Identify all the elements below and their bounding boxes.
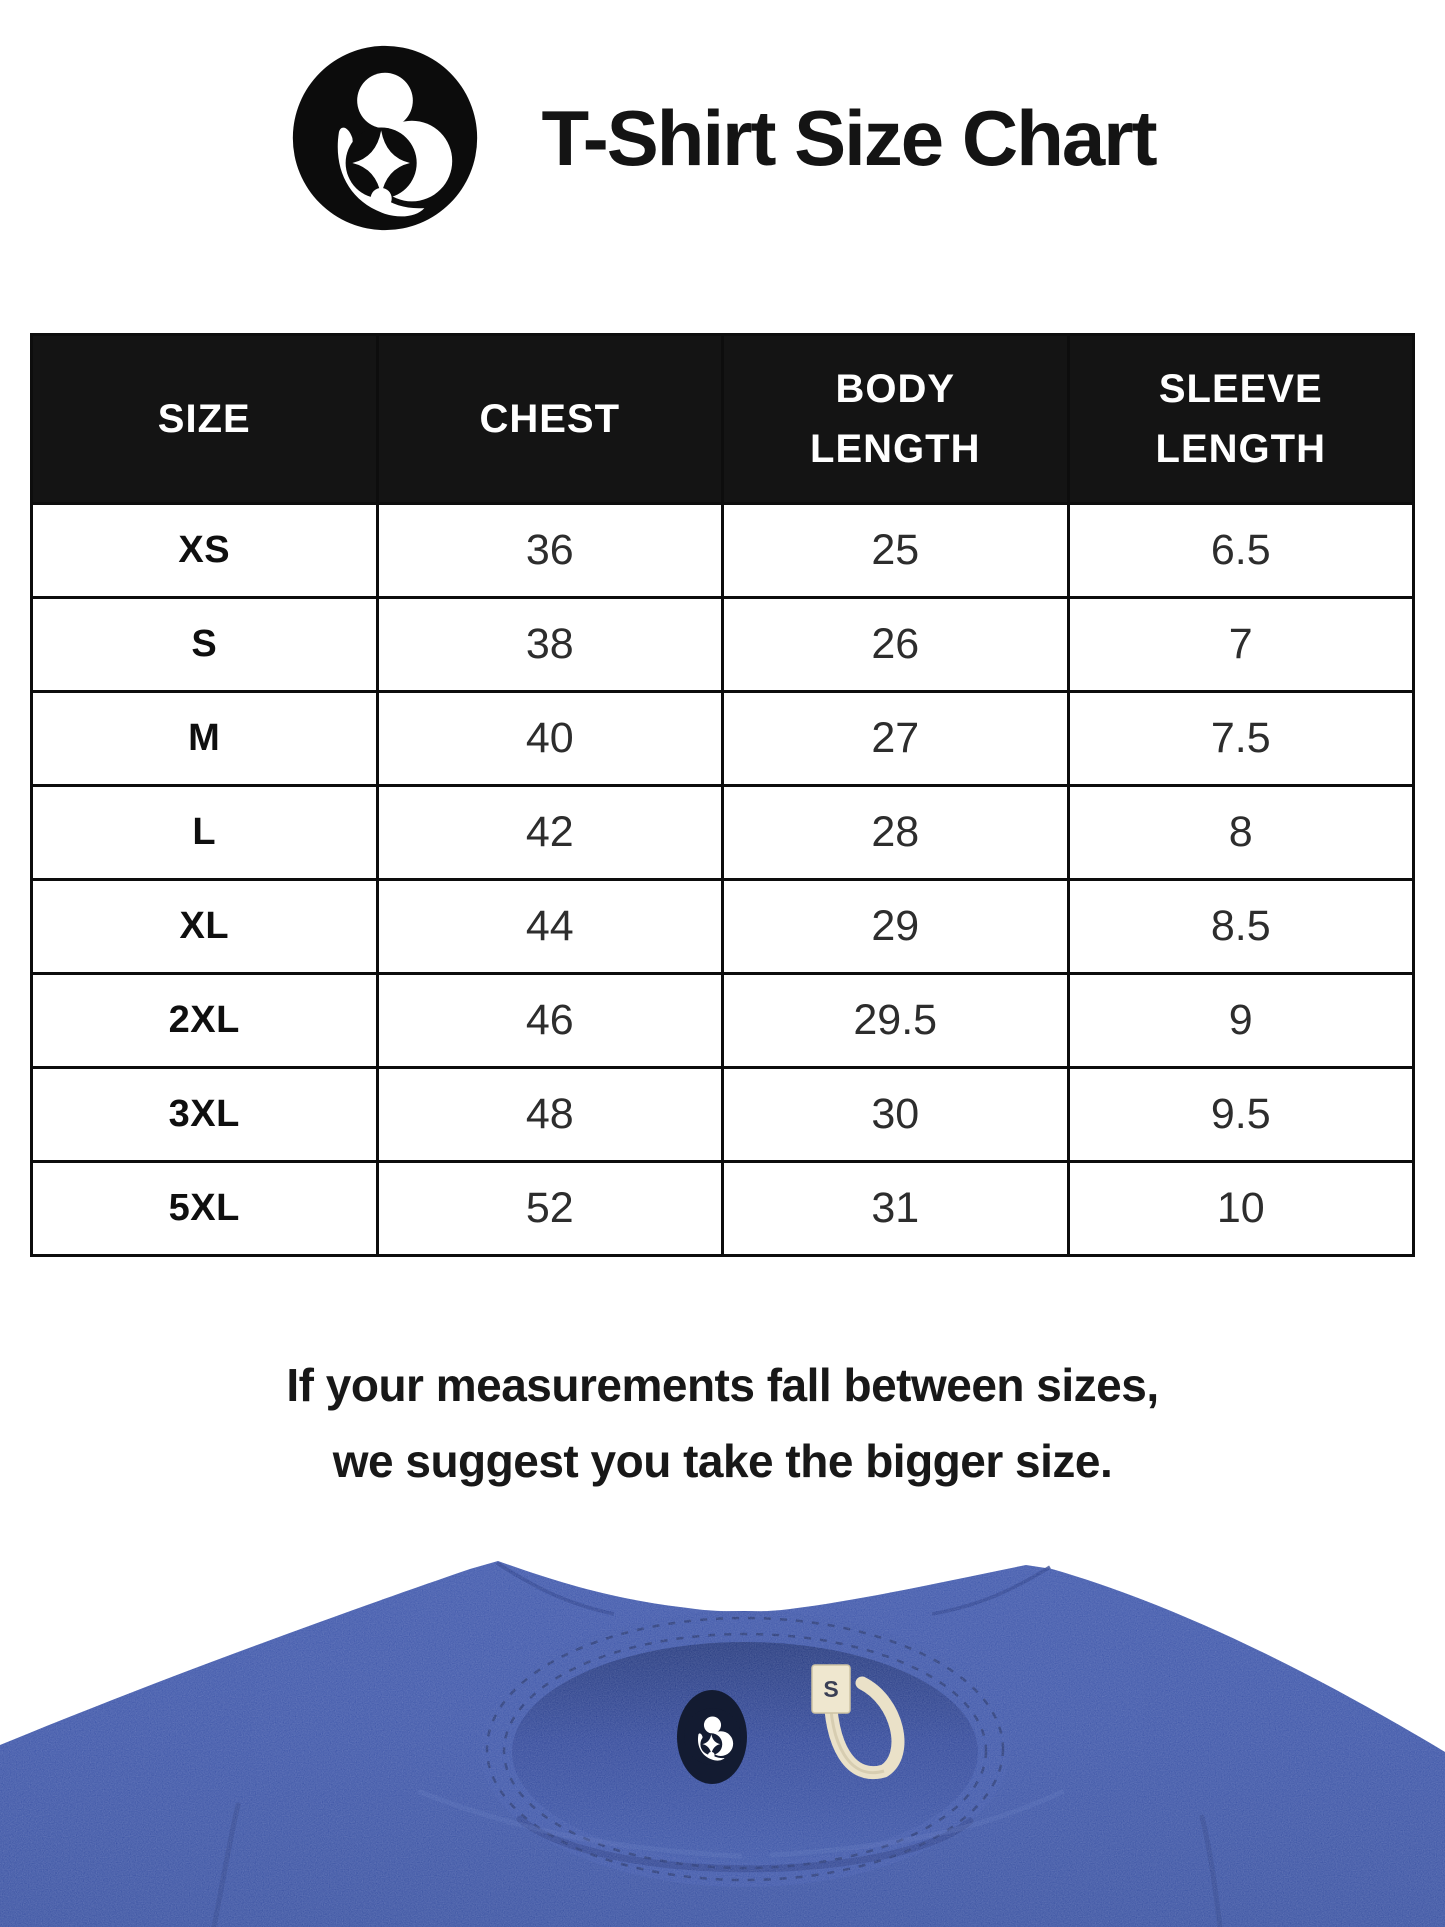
size-cell: 2XL xyxy=(30,972,379,1069)
table-row-xs: XS 36 25 6.5 xyxy=(30,502,1415,599)
chest-cell: 48 xyxy=(375,1066,724,1163)
size-tab-letter: S xyxy=(823,1676,838,1702)
column-header-chest: CHEST xyxy=(375,333,724,505)
sleeve-length-cell: 7 xyxy=(1066,596,1415,693)
sleeve-length-cell: 8.5 xyxy=(1066,878,1415,975)
body-length-cell: 29.5 xyxy=(721,972,1070,1069)
chest-cell: 46 xyxy=(375,972,724,1069)
size-cell: S xyxy=(30,596,379,693)
parent-holding-child-icon xyxy=(684,1708,741,1765)
hang-loop-tag: S xyxy=(811,1664,905,1780)
chest-cell: 36 xyxy=(375,502,724,599)
page-title: T-Shirt Size Chart xyxy=(541,93,1157,182)
chest-cell: 52 xyxy=(375,1160,724,1257)
size-cell: 5XL xyxy=(30,1160,379,1257)
parent-holding-child-icon xyxy=(293,45,478,231)
body-length-cell: 29 xyxy=(721,878,1070,975)
chest-cell: 38 xyxy=(375,596,724,693)
collar-brand-label xyxy=(677,1690,747,1784)
size-cell: XS xyxy=(30,502,379,599)
table-row-l: L 42 28 8 xyxy=(30,784,1415,881)
sleeve-length-cell: 7.5 xyxy=(1066,690,1415,787)
size-chart-table: SIZE CHEST BODY LENGTH SLEEVE LENGTH XS … xyxy=(30,333,1415,1257)
table-row-s: S 38 26 7 xyxy=(30,596,1415,693)
sleeve-length-cell: 8 xyxy=(1066,784,1415,881)
body-length-cell: 30 xyxy=(721,1066,1070,1163)
sleeve-length-cell: 9.5 xyxy=(1066,1066,1415,1163)
sizing-note-line1: If your measurements fall between sizes, xyxy=(286,1359,1159,1411)
size-cell: XL xyxy=(30,878,379,975)
table-row-3xl: 3XL 48 30 9.5 xyxy=(30,1066,1415,1163)
table-row-5xl: 5XL 52 31 10 xyxy=(30,1160,1415,1257)
column-header-sleeve-length: SLEEVE LENGTH xyxy=(1066,333,1415,505)
body-length-cell: 26 xyxy=(721,596,1070,693)
table-row-2xl: 2XL 46 29.5 9 xyxy=(30,972,1415,1069)
table-header-row: SIZE CHEST BODY LENGTH SLEEVE LENGTH xyxy=(30,333,1415,505)
size-cell: 3XL xyxy=(30,1066,379,1163)
column-header-size: SIZE xyxy=(30,333,379,505)
tshirt-collar-photo: S xyxy=(0,1561,1445,1927)
chest-cell: 42 xyxy=(375,784,724,881)
chest-cell: 44 xyxy=(375,878,724,975)
sleeve-length-cell: 6.5 xyxy=(1066,502,1415,599)
size-tab xyxy=(811,1664,851,1714)
size-cell: L xyxy=(30,784,379,881)
sizing-note-line2: we suggest you take the bigger size. xyxy=(332,1434,1113,1487)
sleeve-length-cell: 10 xyxy=(1066,1160,1415,1257)
table-row-xl: XL 44 29 8.5 xyxy=(30,878,1415,975)
body-length-cell: 27 xyxy=(721,690,1070,787)
body-length-cell: 31 xyxy=(721,1160,1070,1257)
table-row-m: M 40 27 7.5 xyxy=(30,690,1415,787)
sizing-note: If your measurements fall between sizes,… xyxy=(0,1348,1445,1500)
sleeve-length-cell: 9 xyxy=(1066,972,1415,1069)
column-header-body-length: BODY LENGTH xyxy=(721,333,1070,505)
body-length-cell: 25 xyxy=(721,502,1070,599)
body-length-cell: 28 xyxy=(721,784,1070,881)
header: T-Shirt Size Chart xyxy=(0,38,1445,238)
chest-cell: 40 xyxy=(375,690,724,787)
size-cell: M xyxy=(30,690,379,787)
